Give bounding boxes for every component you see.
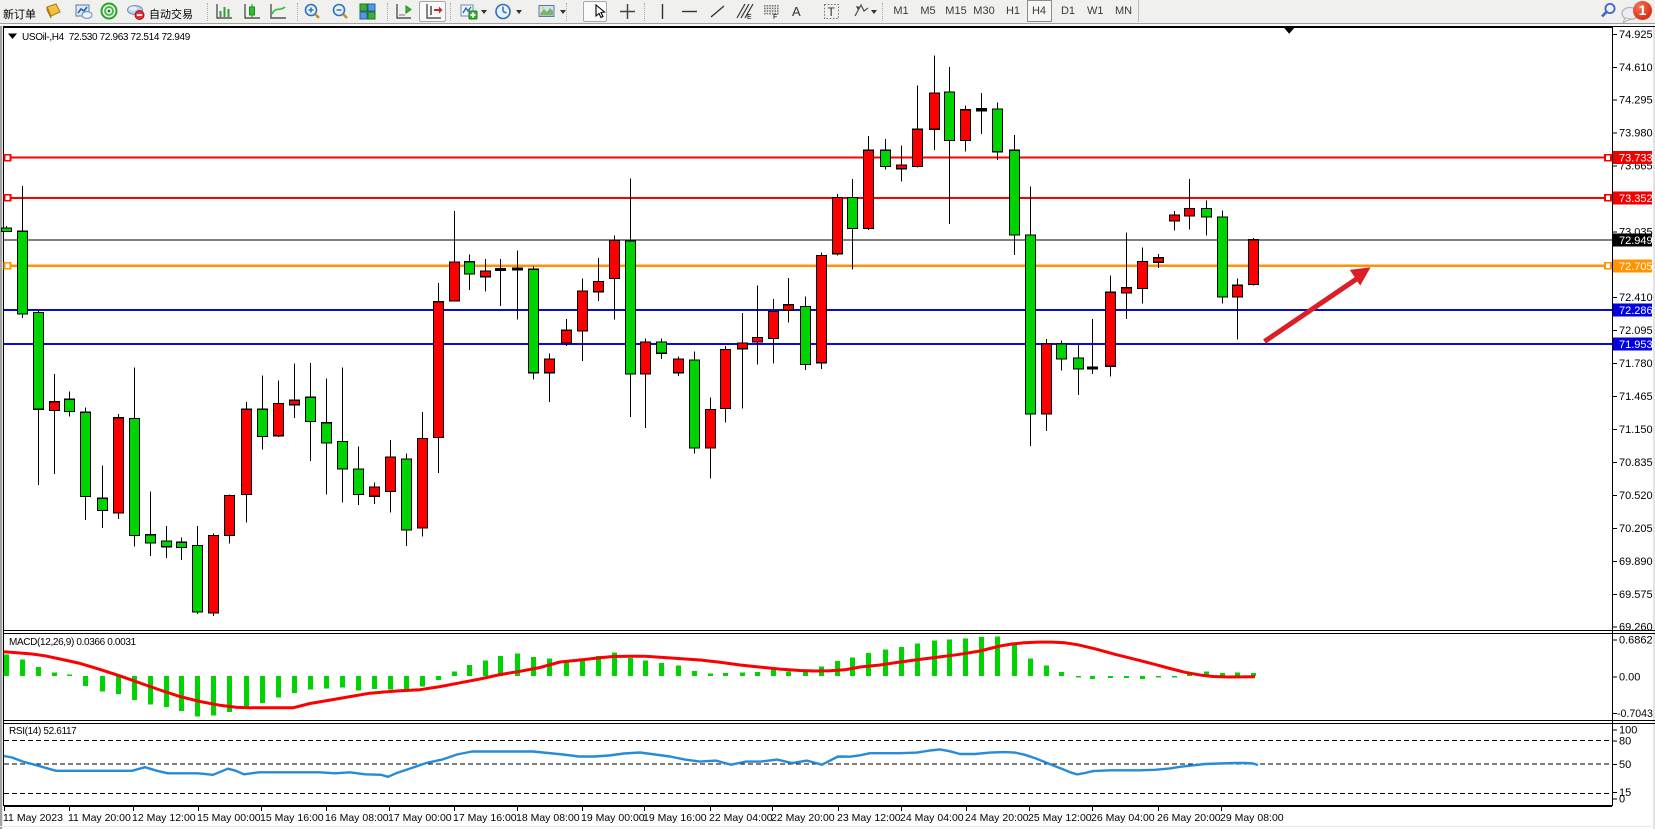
svg-text:USOil-,H4 72.530 72.963 72.51: USOil-,H4 72.530 72.963 72.514 72.949 — [22, 32, 191, 43]
svg-text:71.465: 71.465 — [1619, 391, 1653, 403]
svg-text:71.780: 71.780 — [1619, 358, 1653, 370]
svg-text:F: F — [773, 14, 777, 21]
svg-text:25 May 12:00: 25 May 12:00 — [1028, 812, 1092, 824]
svg-text:70.520: 70.520 — [1619, 490, 1653, 502]
svg-text:-0.7043: -0.7043 — [1617, 708, 1653, 720]
svg-text:19 May 16:00: 19 May 16:00 — [643, 812, 707, 824]
svg-text:15: 15 — [1619, 787, 1631, 799]
svg-text:MACD(12,26,9) 0.0366 0.0031: MACD(12,26,9) 0.0366 0.0031 — [9, 637, 137, 648]
svg-text:18 May 08:00: 18 May 08:00 — [516, 812, 580, 824]
svg-text:16 May 08:00: 16 May 08:00 — [325, 812, 389, 824]
svg-text:T: T — [828, 5, 836, 19]
svg-text:22 May 04:00: 22 May 04:00 — [709, 812, 773, 824]
svg-text:E: E — [747, 14, 752, 21]
svg-text:0: 0 — [1619, 794, 1625, 806]
svg-text:22 May 20:00: 22 May 20:00 — [771, 812, 835, 824]
svg-text:26 May 20:00: 26 May 20:00 — [1157, 812, 1221, 824]
svg-text:69.260: 69.260 — [1619, 622, 1653, 634]
svg-text:73.733: 73.733 — [1619, 153, 1653, 165]
svg-text:69.890: 69.890 — [1619, 556, 1653, 568]
svg-text:24 May 04:00: 24 May 04:00 — [900, 812, 964, 824]
svg-text:26 May 04:00: 26 May 04:00 — [1091, 812, 1155, 824]
svg-text:15 May 00:00: 15 May 00:00 — [197, 812, 261, 824]
svg-text:72.095: 72.095 — [1619, 325, 1653, 337]
svg-text:11 May 2023: 11 May 2023 — [3, 812, 63, 824]
svg-text:17 May 00:00: 17 May 00:00 — [388, 812, 452, 824]
svg-text:73.352: 73.352 — [1619, 193, 1653, 205]
svg-text:71.150: 71.150 — [1619, 424, 1653, 436]
svg-text:RSI(14) 52.6117: RSI(14) 52.6117 — [9, 726, 77, 737]
svg-text:17 May 16:00: 17 May 16:00 — [453, 812, 517, 824]
svg-text:15 May 16:00: 15 May 16:00 — [260, 812, 324, 824]
svg-text:70.835: 70.835 — [1619, 457, 1653, 469]
svg-text:12 May 12:00: 12 May 12:00 — [132, 812, 196, 824]
svg-text:80: 80 — [1619, 735, 1631, 747]
svg-text:69.575: 69.575 — [1619, 589, 1653, 601]
svg-text:0.00: 0.00 — [1619, 672, 1640, 684]
svg-text:50: 50 — [1619, 759, 1631, 771]
svg-text:72.410: 72.410 — [1619, 292, 1653, 304]
svg-text:70.205: 70.205 — [1619, 523, 1653, 535]
svg-text:72.705: 72.705 — [1619, 261, 1653, 273]
svg-text:24 May 20:00: 24 May 20:00 — [965, 812, 1029, 824]
svg-text:72.949: 72.949 — [1619, 235, 1653, 247]
svg-text:73.980: 73.980 — [1619, 128, 1653, 140]
svg-text:74.925: 74.925 — [1619, 29, 1653, 41]
svg-text:19 May 00:00: 19 May 00:00 — [581, 812, 645, 824]
svg-text:29 May 08:00: 29 May 08:00 — [1220, 812, 1284, 824]
svg-text:74.610: 74.610 — [1619, 62, 1653, 74]
svg-text:23 May 12:00: 23 May 12:00 — [837, 812, 901, 824]
svg-text:11 May 20:00: 11 May 20:00 — [68, 812, 131, 824]
svg-text:72.286: 72.286 — [1619, 305, 1653, 317]
svg-text:100: 100 — [1619, 725, 1637, 737]
svg-text:74.295: 74.295 — [1619, 95, 1653, 107]
svg-text:0.6862: 0.6862 — [1619, 635, 1653, 647]
svg-text:71.953: 71.953 — [1619, 339, 1653, 351]
